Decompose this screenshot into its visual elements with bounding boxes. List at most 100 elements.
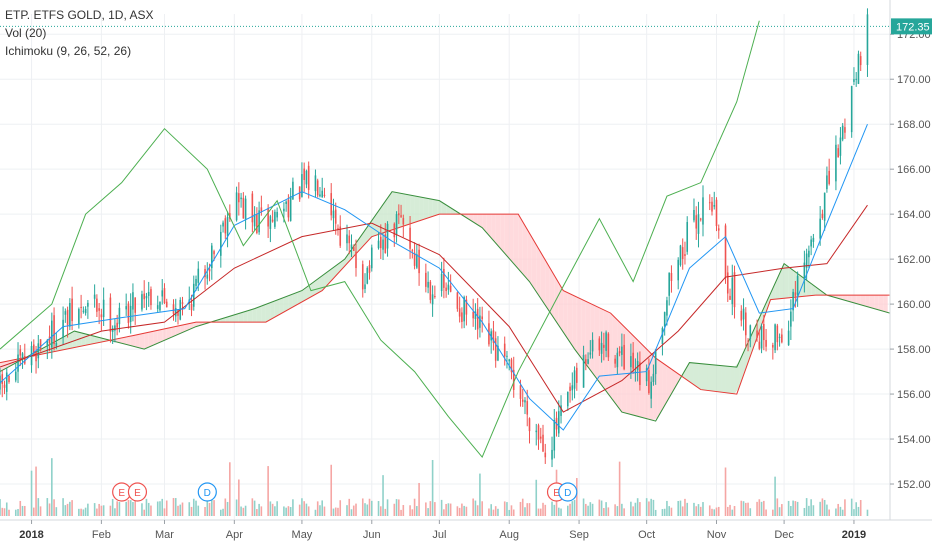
candle-body[interactable]: [409, 227, 411, 249]
candle-body[interactable]: [661, 328, 664, 344]
candle-body[interactable]: [379, 236, 382, 249]
candle-body[interactable]: [560, 405, 562, 416]
candle-body[interactable]: [416, 254, 418, 268]
candle-body[interactable]: [772, 345, 774, 348]
candle-body[interactable]: [670, 273, 673, 281]
candle-body[interactable]: [790, 311, 792, 327]
candle-body[interactable]: [220, 231, 222, 256]
candle-body[interactable]: [600, 342, 603, 354]
candle-body[interactable]: [240, 197, 242, 200]
candle-body[interactable]: [98, 308, 100, 311]
candle-body[interactable]: [708, 202, 711, 204]
candle-body[interactable]: [425, 272, 427, 287]
candle-body[interactable]: [370, 247, 373, 269]
candle-body[interactable]: [569, 386, 571, 391]
candle-body[interactable]: [474, 311, 477, 319]
candle-body[interactable]: [839, 137, 842, 156]
candle-body[interactable]: [66, 309, 69, 325]
candle-body[interactable]: [238, 193, 240, 203]
candle-body[interactable]: [850, 86, 853, 133]
candle-body[interactable]: [305, 170, 308, 185]
candle-body[interactable]: [587, 359, 589, 364]
candle-body[interactable]: [607, 333, 610, 358]
candle-body[interactable]: [717, 228, 720, 231]
candle-body[interactable]: [740, 310, 743, 321]
candle-body[interactable]: [702, 197, 704, 225]
candle-body[interactable]: [287, 199, 290, 218]
candle-body[interactable]: [623, 344, 625, 370]
candle-body[interactable]: [19, 349, 22, 356]
candle-body[interactable]: [204, 268, 206, 278]
candle-body[interactable]: [796, 275, 799, 295]
candle-body[interactable]: [93, 294, 96, 299]
candle-body[interactable]: [765, 339, 767, 347]
candle-body[interactable]: [855, 78, 858, 80]
candle-body[interactable]: [382, 239, 384, 250]
candle-body[interactable]: [724, 225, 727, 278]
candle-body[interactable]: [195, 278, 197, 286]
candle-body[interactable]: [271, 219, 274, 222]
candle-body[interactable]: [458, 308, 461, 317]
candle-body[interactable]: [125, 306, 127, 310]
candle-body[interactable]: [557, 411, 560, 434]
candle-body[interactable]: [319, 194, 321, 197]
candle-body[interactable]: [447, 284, 450, 290]
candle-body[interactable]: [650, 381, 652, 399]
candle-body[interactable]: [476, 308, 479, 330]
candle-body[interactable]: [668, 272, 670, 296]
candle-body[interactable]: [461, 312, 463, 322]
candle-body[interactable]: [402, 218, 405, 225]
candle-body[interactable]: [639, 362, 641, 385]
candle-body[interactable]: [274, 211, 276, 227]
candle-body[interactable]: [323, 194, 326, 196]
candle-body[interactable]: [440, 273, 443, 291]
candle-body[interactable]: [576, 367, 578, 383]
candle-body[interactable]: [82, 310, 85, 312]
candle-body[interactable]: [715, 199, 718, 227]
candle-body[interactable]: [742, 308, 745, 320]
candle-body[interactable]: [699, 218, 702, 220]
candle-body[interactable]: [51, 320, 53, 348]
candle-body[interactable]: [677, 259, 680, 281]
candle-body[interactable]: [289, 196, 292, 221]
candle-body[interactable]: [96, 298, 98, 312]
candle-body[interactable]: [53, 315, 55, 345]
candle-body[interactable]: [190, 304, 193, 311]
candle-body[interactable]: [472, 311, 474, 319]
candle-body[interactable]: [258, 210, 260, 233]
candle-body[interactable]: [337, 228, 339, 230]
candle-body[interactable]: [857, 53, 860, 84]
candle-body[interactable]: [542, 434, 544, 452]
candle-body[interactable]: [645, 368, 648, 382]
candle-body[interactable]: [197, 268, 200, 283]
ichimoku-span-b-line[interactable]: [0, 213, 890, 395]
candle-body[interactable]: [803, 262, 806, 280]
candle-body[interactable]: [321, 190, 324, 198]
candle-body[interactable]: [222, 222, 224, 227]
candle-body[interactable]: [316, 180, 319, 196]
candle-body[interactable]: [573, 370, 576, 389]
candle-body[interactable]: [348, 235, 351, 244]
candle-body[interactable]: [244, 198, 247, 220]
ichimoku-span-a-line[interactable]: [0, 191, 891, 422]
candle-body[interactable]: [756, 330, 758, 338]
candle-body[interactable]: [535, 430, 538, 433]
candle-body[interactable]: [479, 315, 481, 328]
candle-body[interactable]: [731, 277, 734, 305]
candle-body[interactable]: [267, 208, 269, 227]
candle-body[interactable]: [37, 343, 40, 359]
candle-body[interactable]: [314, 175, 317, 192]
candle-body[interactable]: [71, 298, 73, 322]
candle-body[interactable]: [64, 311, 67, 315]
candle-body[interactable]: [810, 239, 812, 247]
candle-body[interactable]: [792, 291, 794, 311]
candle-body[interactable]: [213, 251, 215, 255]
candle-body[interactable]: [693, 209, 695, 221]
candle-body[interactable]: [177, 309, 179, 316]
candle-body[interactable]: [763, 324, 765, 341]
candle-body[interactable]: [35, 351, 37, 362]
candle-body[interactable]: [332, 210, 335, 219]
candle-body[interactable]: [393, 223, 396, 238]
